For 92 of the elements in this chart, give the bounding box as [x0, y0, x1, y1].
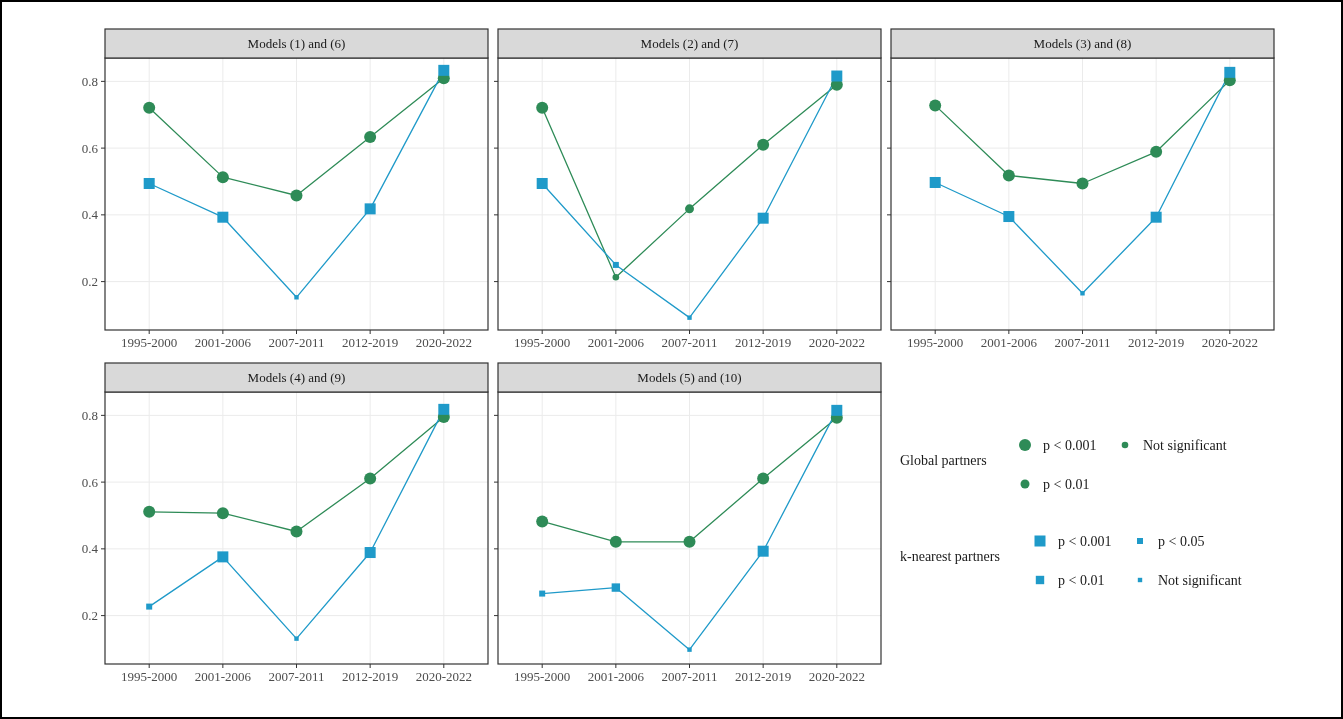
- point: [143, 177, 155, 189]
- legend-label: Not significant: [1158, 573, 1242, 588]
- chart-title: Models (3) and (8): [1033, 36, 1132, 51]
- point: [364, 547, 376, 559]
- x-tick-label: 1995-2000: [514, 669, 571, 684]
- point: [217, 551, 229, 563]
- point: [1150, 211, 1162, 223]
- legend-label: p < 0.01: [1058, 573, 1105, 588]
- x-tick-label: 2020-2022: [415, 335, 472, 350]
- x-tick-label: 2020-2022: [808, 669, 865, 684]
- point: [831, 404, 843, 416]
- chart-title: Models (5) and (10): [637, 370, 742, 385]
- point: [929, 99, 942, 112]
- point: [216, 507, 229, 520]
- x-tick-label: 2020-2022: [808, 335, 865, 350]
- point: [612, 273, 620, 281]
- x-tick-label: 2007-2011: [1054, 335, 1111, 350]
- text: k-nearest partners: [900, 549, 1000, 564]
- legend-label: p < 0.001: [1043, 438, 1097, 453]
- y-tick-label: 0.8: [81, 407, 98, 423]
- y-tick-label: 0.2: [81, 608, 98, 624]
- legend-label: p < 0.01: [1043, 477, 1090, 492]
- x-tick-label: 2007-2011: [268, 335, 325, 350]
- point: [1002, 169, 1015, 182]
- point: [438, 64, 450, 76]
- point: [539, 590, 546, 597]
- point: [290, 525, 303, 538]
- x-tick-label: 2012-2019: [734, 335, 792, 350]
- point: [217, 211, 229, 223]
- point: [143, 505, 156, 518]
- y-tick-label: 0.6: [81, 140, 99, 156]
- point: [364, 131, 377, 144]
- point: [683, 535, 696, 548]
- x-tick-label: 2012-2019: [734, 669, 792, 684]
- y-tick-label: 0.4: [81, 207, 99, 223]
- point: [611, 583, 621, 592]
- chart-title: Models (1) and (6): [247, 36, 346, 51]
- x-tick-label: 1995-2000: [514, 335, 571, 350]
- x-tick-label: 2012-2019: [341, 669, 399, 684]
- point: [687, 315, 692, 320]
- x-tick-label: 1995-2000: [121, 335, 178, 350]
- x-tick-label: 2001-2006: [587, 335, 645, 350]
- x-tick-label: 2001-2006: [587, 669, 645, 684]
- point: [685, 204, 694, 214]
- y-tick-label: 0.8: [81, 73, 98, 89]
- text: Global partners: [900, 453, 987, 468]
- x-tick-label: 2007-2011: [661, 335, 718, 350]
- x-tick-label: 2007-2011: [268, 669, 325, 684]
- point: [1224, 66, 1236, 78]
- y-tick-label: 0.6: [81, 474, 99, 490]
- point: [143, 101, 156, 114]
- x-tick-label: 2001-2006: [194, 669, 252, 684]
- x-tick-label: 1995-2000: [121, 669, 178, 684]
- x-tick-label: 2001-2006: [980, 335, 1038, 350]
- point: [1150, 145, 1163, 158]
- x-tick-label: 2007-2011: [661, 669, 718, 684]
- point: [364, 472, 377, 485]
- point: [1003, 211, 1015, 223]
- point: [687, 647, 692, 652]
- point: [364, 203, 376, 215]
- legend-label: p < 0.001: [1058, 534, 1112, 549]
- legend-label: p < 0.05: [1158, 534, 1205, 549]
- point: [757, 138, 770, 151]
- chart-title: Models (2) and (7): [640, 36, 739, 51]
- point: [757, 545, 769, 557]
- point: [536, 177, 548, 189]
- point: [609, 535, 622, 548]
- point: [757, 212, 769, 224]
- point: [757, 472, 770, 485]
- point: [1076, 177, 1089, 190]
- point: [294, 636, 299, 641]
- point: [290, 189, 303, 202]
- x-tick-label: 2012-2019: [1127, 335, 1185, 350]
- point: [294, 295, 299, 300]
- x-tick-label: 2012-2019: [341, 335, 399, 350]
- point: [438, 403, 450, 415]
- point: [612, 261, 619, 268]
- x-tick-label: 2020-2022: [1201, 335, 1258, 350]
- point: [831, 70, 843, 82]
- x-tick-label: 2001-2006: [194, 335, 252, 350]
- point: [146, 603, 153, 610]
- point: [216, 171, 229, 184]
- point: [536, 515, 549, 528]
- y-tick-label: 0.2: [81, 274, 98, 290]
- point: [929, 176, 941, 188]
- point: [536, 101, 549, 114]
- x-tick-label: 2020-2022: [415, 669, 472, 684]
- chart-title: Models (4) and (9): [247, 370, 346, 385]
- point: [1080, 291, 1085, 296]
- y-tick-label: 0.4: [81, 541, 99, 557]
- x-tick-label: 1995-2000: [907, 335, 964, 350]
- legend-label: Not significant: [1143, 438, 1227, 453]
